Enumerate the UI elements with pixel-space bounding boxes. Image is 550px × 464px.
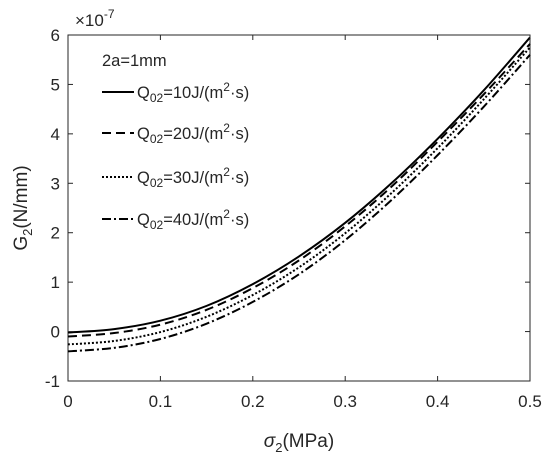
- y-tick-label: -1: [45, 372, 60, 391]
- x-axis-title: σ2(MPa): [264, 431, 334, 455]
- y-tick-label: 5: [51, 75, 60, 94]
- y-tick-label: 4: [51, 125, 60, 144]
- legend-label-q02-10: Q02=10J/(m2·s): [137, 80, 249, 105]
- y-tick-label: 1: [51, 273, 60, 292]
- legend-label-q02-20: Q02=20J/(m2·s): [137, 121, 249, 146]
- x-tick-label: 0.5: [518, 392, 542, 411]
- x-tick-label: 0.1: [149, 392, 173, 411]
- x-tick-label: 0.4: [426, 392, 450, 411]
- series-line-4: [67, 54, 531, 353]
- y-tick-label: 6: [51, 26, 60, 45]
- series-layer: [67, 36, 531, 353]
- y-tick-label: 0: [51, 323, 60, 342]
- legend-entry-q02-20: Q02=20J/(m2·s): [102, 121, 249, 146]
- legend-label-q02-30: Q02=30J/(m2·s): [137, 165, 249, 190]
- legend-entry-q02-40: Q02=40J/(m2·s): [102, 207, 249, 232]
- legend-entry-q02-10: Q02=10J/(m2·s): [102, 80, 249, 105]
- y-tick-label: 2: [51, 224, 60, 243]
- legend-label-q02-40: Q02=40J/(m2·s): [137, 207, 249, 232]
- legend: 2a=1mm Q02=10J/(m2·s) Q02=20J/(m2·s) Q02…: [102, 52, 249, 232]
- plot-border: [67, 34, 531, 382]
- y-axis-title: G2(N/mm): [11, 165, 35, 250]
- y-multiplier: ×10-7: [75, 7, 115, 30]
- plot-frame: [67, 34, 531, 382]
- legend-title: 2a=1mm: [102, 52, 167, 70]
- x-tick-label: 0.3: [333, 392, 357, 411]
- x-tick-label: 0: [63, 392, 72, 411]
- x-tick-label: 0.2: [241, 392, 265, 411]
- legend-entry-q02-30: Q02=30J/(m2·s): [102, 165, 249, 190]
- series-line-1: [67, 36, 531, 334]
- y-tick-label: 3: [51, 174, 60, 193]
